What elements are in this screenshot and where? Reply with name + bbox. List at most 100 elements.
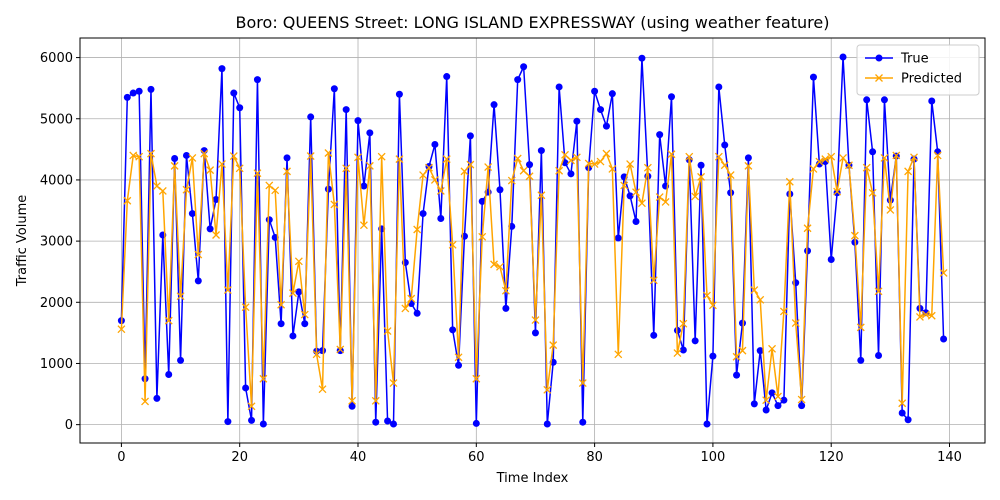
data-point — [714, 152, 723, 161]
data-point — [679, 346, 687, 354]
data-point — [430, 175, 439, 184]
data-point — [904, 416, 912, 424]
data-point — [460, 167, 469, 176]
data-point — [277, 300, 286, 309]
x-tick-label: 80 — [586, 450, 603, 465]
y-tick-label: 2000 — [40, 296, 73, 311]
data-point — [768, 389, 776, 397]
data-point — [886, 205, 895, 214]
data-point — [756, 295, 765, 304]
data-point — [791, 319, 800, 328]
data-point — [868, 188, 877, 197]
data-point — [177, 356, 185, 364]
data-point — [910, 153, 918, 162]
x-tick-label: 40 — [350, 450, 367, 465]
data-point — [129, 151, 138, 160]
data-point — [165, 370, 173, 378]
data-point — [330, 200, 339, 209]
data-point — [602, 122, 610, 130]
data-point — [206, 225, 214, 233]
data-point — [354, 117, 362, 125]
data-point — [804, 247, 812, 255]
data-point — [904, 167, 913, 176]
data-point — [359, 221, 368, 230]
data-point — [667, 150, 676, 159]
data-point — [632, 218, 640, 226]
data-point — [502, 304, 510, 312]
data-point — [514, 76, 522, 84]
data-point — [661, 197, 670, 206]
data-point — [123, 196, 132, 205]
data-point — [342, 106, 350, 114]
data-point — [715, 83, 723, 91]
data-point — [566, 156, 575, 165]
data-point — [354, 153, 362, 162]
data-point — [857, 356, 865, 364]
data-point — [141, 397, 150, 406]
data-point — [318, 385, 327, 394]
data-point — [490, 101, 498, 109]
data-point — [466, 160, 475, 169]
data-point — [833, 187, 842, 196]
data-point — [436, 186, 445, 195]
data-point — [389, 379, 398, 388]
data-point — [206, 166, 215, 175]
data-point — [567, 170, 575, 178]
data-point — [496, 186, 504, 194]
data-point — [265, 216, 273, 224]
data-point — [384, 417, 392, 425]
data-point — [928, 97, 936, 105]
data-point — [933, 151, 942, 160]
data-point — [259, 374, 268, 383]
data-point — [194, 277, 202, 285]
data-point — [490, 260, 499, 269]
data-point — [212, 231, 221, 239]
data-point — [147, 85, 155, 93]
legend-item-true: True — [865, 52, 929, 67]
data-point — [413, 309, 421, 317]
data-point — [892, 151, 901, 160]
data-point — [650, 331, 658, 339]
data-point — [218, 65, 226, 73]
data-point — [940, 335, 948, 343]
data-point — [242, 384, 250, 392]
data-point — [815, 157, 824, 166]
data-point — [283, 154, 291, 162]
data-point — [129, 89, 137, 97]
data-point — [927, 311, 936, 320]
data-point — [679, 319, 688, 328]
data-point — [448, 240, 457, 249]
data-point — [431, 140, 439, 148]
data-point — [637, 199, 646, 208]
data-point — [750, 286, 759, 295]
data-point — [649, 276, 658, 285]
data-point — [158, 186, 167, 195]
data-point — [247, 402, 256, 411]
data-point — [324, 185, 332, 193]
data-point — [366, 129, 374, 137]
data-point — [643, 163, 652, 172]
data-point — [395, 90, 403, 98]
data-point — [862, 163, 871, 172]
data-point — [188, 210, 196, 218]
data-point — [425, 163, 433, 172]
data-point — [336, 347, 344, 355]
data-point — [437, 214, 445, 222]
data-point — [294, 257, 303, 266]
data-point — [744, 154, 752, 162]
data-point — [218, 160, 226, 168]
data-point — [526, 161, 534, 169]
data-point — [484, 163, 493, 172]
data-point — [413, 225, 422, 234]
data-point — [691, 192, 700, 201]
series-layer — [117, 53, 948, 428]
data-point — [501, 286, 510, 295]
x-tick-label: 120 — [819, 450, 844, 465]
data-point — [738, 319, 746, 327]
data-point — [265, 181, 274, 190]
data-point — [726, 171, 735, 179]
data-point — [171, 155, 179, 163]
data-point — [732, 352, 741, 361]
data-point — [809, 164, 818, 173]
